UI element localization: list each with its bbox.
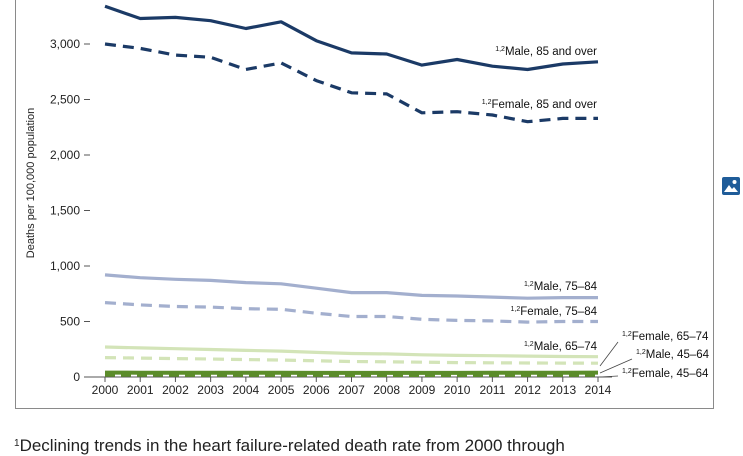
series-label-name: Female, 75–84 bbox=[520, 306, 597, 318]
series-label: 1,2Female, 65–74 bbox=[622, 331, 709, 343]
x-tick-label: 2005 bbox=[268, 383, 295, 397]
chart-svg: 0 500 1,000 1,500 2,000 2,500 3,000 2000 2001 200… bbox=[0, 0, 743, 420]
series-label-superscript: 1,2 bbox=[622, 368, 632, 375]
series-label-name: Male, 65–74 bbox=[534, 341, 598, 353]
series-line bbox=[105, 358, 598, 364]
footnote-marker: 1 bbox=[14, 438, 20, 449]
y-tick-label: 0 bbox=[73, 370, 80, 384]
x-tick-label: 2007 bbox=[338, 383, 365, 397]
x-tick-label: 2010 bbox=[444, 383, 471, 397]
y-tick-label: 500 bbox=[60, 315, 80, 329]
series-label-superscript: 1,2 bbox=[482, 99, 492, 106]
series-label-superscript: 1,2 bbox=[622, 331, 632, 338]
x-tick-label: 2013 bbox=[549, 383, 576, 397]
x-tick-label: 2001 bbox=[127, 383, 154, 397]
y-tick-label: 3,000 bbox=[50, 37, 80, 51]
series-label-name: Male, 75–84 bbox=[534, 281, 598, 293]
x-tick-label: 2012 bbox=[514, 383, 541, 397]
y-tick-label: 1,000 bbox=[50, 259, 80, 273]
series-label-leader bbox=[600, 376, 618, 377]
image-icon[interactable] bbox=[721, 176, 741, 196]
series-label-superscript: 1,2 bbox=[495, 46, 505, 53]
series-label: 1,2Female, 45–64 bbox=[622, 368, 709, 380]
series-label: 1,2Male, 65–74 bbox=[524, 341, 598, 353]
series-label-name: Female, 85 and over bbox=[492, 99, 598, 111]
footnote: 1Declining trends in the heart failure-r… bbox=[14, 436, 565, 456]
y-tick-label: 1,500 bbox=[50, 204, 80, 218]
x-tick-label: 2004 bbox=[233, 383, 260, 397]
x-tick-label: 2006 bbox=[303, 383, 330, 397]
image-icon-glyph bbox=[721, 176, 741, 196]
x-tick-label: 2003 bbox=[197, 383, 224, 397]
y-tick-label: 2,500 bbox=[50, 93, 80, 107]
y-tick-label: 2,000 bbox=[50, 148, 80, 162]
x-tick-label: 2014 bbox=[585, 383, 612, 397]
series-label: 1,2Male, 75–84 bbox=[524, 281, 598, 293]
series-label: 1,2Male, 85 and over bbox=[495, 46, 597, 58]
footnote-text: Declining trends in the heart failure-re… bbox=[20, 436, 565, 455]
x-tick-label: 2011 bbox=[479, 383, 505, 397]
x-tick-label: 2000 bbox=[92, 383, 119, 397]
series-label-name: Male, 85 and over bbox=[505, 46, 597, 58]
x-tick-label: 2008 bbox=[373, 383, 400, 397]
series-label-superscript: 1,2 bbox=[524, 341, 534, 348]
series-label: 1,2Male, 45–64 bbox=[636, 349, 710, 361]
series-label: 1,2Female, 75–84 bbox=[511, 306, 598, 318]
chart-series bbox=[105, 6, 598, 375]
series-label-superscript: 1,2 bbox=[636, 349, 646, 356]
series-label-leader bbox=[600, 342, 618, 366]
x-tick-label: 2009 bbox=[409, 383, 436, 397]
y-axis-label: Deaths per 100,000 population bbox=[25, 108, 37, 258]
series-line bbox=[105, 6, 598, 69]
series-label: 1,2Female, 85 and over bbox=[482, 99, 597, 111]
series-label-name: Male, 45–64 bbox=[646, 349, 710, 361]
series-line bbox=[105, 347, 598, 357]
series-label-superscript: 1,2 bbox=[511, 306, 521, 313]
series-label-superscript: 1,2 bbox=[524, 281, 534, 288]
series-label-name: Female, 45–64 bbox=[632, 368, 709, 380]
x-tick-label: 2002 bbox=[162, 383, 189, 397]
series-label-name: Female, 65–74 bbox=[632, 331, 709, 343]
